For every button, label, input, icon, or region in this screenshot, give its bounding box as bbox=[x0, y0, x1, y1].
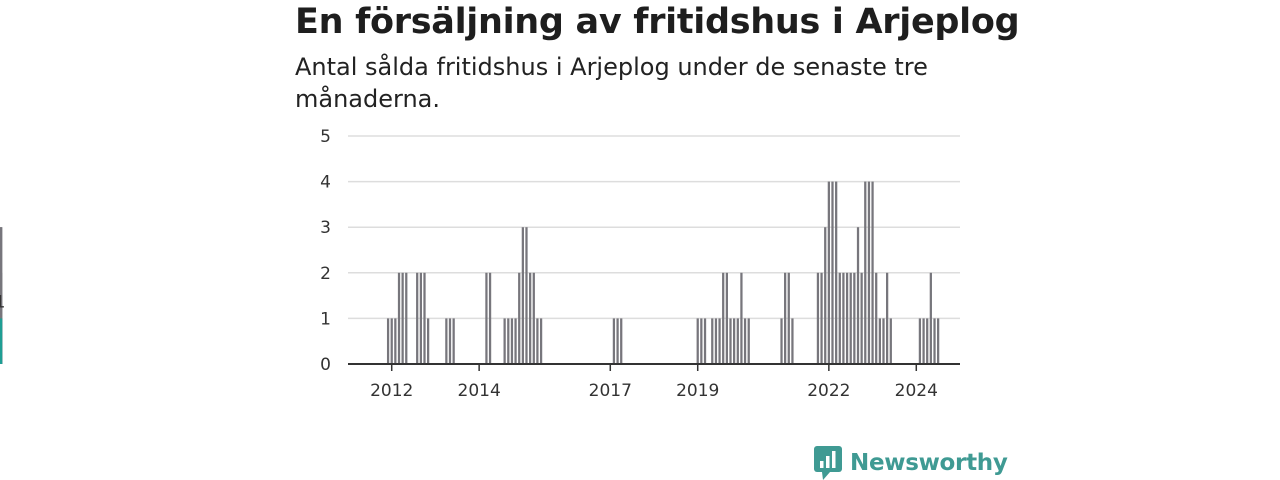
bar bbox=[838, 272, 841, 364]
bar bbox=[878, 318, 881, 364]
bar bbox=[824, 227, 827, 364]
bar bbox=[784, 272, 787, 364]
bar bbox=[525, 227, 528, 364]
bar bbox=[711, 318, 714, 364]
bar bbox=[889, 318, 892, 364]
bar bbox=[845, 272, 849, 364]
chart-title: En försäljning av fritidshus i Arjeplog bbox=[295, 2, 1020, 42]
bar bbox=[937, 318, 940, 364]
bar bbox=[507, 318, 510, 364]
newsworthy-logo[interactable]: Newsworthy bbox=[814, 446, 1008, 480]
bar bbox=[871, 181, 874, 364]
bar bbox=[875, 272, 878, 364]
bar bbox=[510, 318, 514, 364]
bar bbox=[867, 181, 871, 364]
bar-chart: 0 1 2 3 4 5 2012 2014 2017 2019 2022 2024 1 bbox=[0, 127, 960, 401]
bar bbox=[518, 272, 521, 364]
bar bbox=[856, 227, 860, 364]
bar bbox=[452, 318, 455, 364]
bar bbox=[886, 272, 889, 364]
bar bbox=[780, 318, 783, 364]
bar bbox=[405, 272, 408, 364]
bar bbox=[827, 181, 830, 364]
bar bbox=[485, 272, 488, 364]
bar bbox=[849, 272, 852, 364]
bar bbox=[864, 181, 867, 364]
bar bbox=[747, 318, 750, 364]
bar bbox=[521, 227, 524, 364]
bar bbox=[503, 318, 506, 364]
chart-subtitle: Antal sålda fritidshus i Arjeplog under … bbox=[295, 53, 928, 113]
y-axis: 0 1 2 3 4 5 bbox=[320, 127, 331, 375]
bar bbox=[736, 318, 739, 364]
bar bbox=[929, 272, 932, 364]
newsworthy-logo-text: Newsworthy bbox=[850, 450, 1008, 476]
x-tick-label: 2014 bbox=[458, 381, 501, 401]
y-tick-label: 0 bbox=[320, 355, 331, 375]
bar bbox=[423, 272, 426, 364]
data-labels: 1 bbox=[0, 292, 5, 312]
bar bbox=[722, 272, 725, 364]
bar bbox=[696, 318, 699, 364]
bar bbox=[718, 318, 721, 364]
bar bbox=[536, 318, 539, 364]
bar bbox=[419, 272, 422, 364]
bar bbox=[532, 272, 535, 364]
bar bbox=[922, 318, 925, 364]
x-tick-label: 2022 bbox=[807, 381, 850, 401]
bar bbox=[394, 318, 397, 364]
bar bbox=[488, 272, 492, 364]
bar bbox=[703, 318, 707, 364]
bar bbox=[448, 318, 452, 364]
bar bbox=[853, 272, 856, 364]
y-tick-label: 3 bbox=[320, 218, 331, 238]
bar bbox=[620, 318, 623, 364]
bar bbox=[612, 318, 616, 364]
x-tick-label: 2012 bbox=[370, 381, 413, 401]
bar bbox=[729, 318, 732, 364]
bar bbox=[397, 272, 401, 364]
bar bbox=[0, 227, 3, 364]
x-tick-label: 2024 bbox=[895, 381, 938, 401]
bar bbox=[860, 272, 863, 364]
bar bbox=[529, 272, 532, 364]
x-axis: 2012 2014 2017 2019 2022 2024 bbox=[348, 363, 960, 401]
newsworthy-logo-icon bbox=[814, 446, 842, 480]
bar bbox=[842, 272, 845, 364]
bar bbox=[820, 272, 823, 364]
x-tick-label: 2017 bbox=[589, 381, 632, 401]
last-value-label: 1 bbox=[0, 292, 5, 312]
bar bbox=[616, 318, 619, 364]
bars bbox=[0, 181, 940, 364]
bar bbox=[427, 318, 430, 364]
bar bbox=[791, 318, 794, 364]
y-tick-label: 2 bbox=[320, 264, 331, 284]
bar bbox=[725, 272, 728, 364]
bar bbox=[787, 272, 790, 364]
y-tick-label: 5 bbox=[320, 127, 331, 147]
bar bbox=[831, 181, 834, 364]
y-tick-label: 4 bbox=[320, 173, 331, 193]
bar bbox=[918, 318, 922, 364]
bar bbox=[740, 272, 743, 364]
bar bbox=[816, 272, 820, 364]
bar bbox=[933, 318, 936, 364]
bar bbox=[390, 318, 393, 364]
bar bbox=[733, 318, 736, 364]
bar bbox=[700, 318, 703, 364]
bar bbox=[835, 181, 838, 364]
bar bbox=[882, 318, 885, 364]
x-tick-label: 2019 bbox=[676, 381, 719, 401]
bar bbox=[514, 318, 517, 364]
bar bbox=[714, 318, 718, 364]
bar bbox=[539, 318, 543, 364]
bar bbox=[743, 318, 747, 364]
bar bbox=[416, 272, 419, 364]
bar bbox=[401, 272, 404, 364]
bar-highlight bbox=[0, 318, 3, 364]
bar bbox=[926, 318, 929, 364]
bar bbox=[386, 318, 390, 364]
y-tick-label: 1 bbox=[320, 309, 331, 329]
bar bbox=[445, 318, 448, 364]
